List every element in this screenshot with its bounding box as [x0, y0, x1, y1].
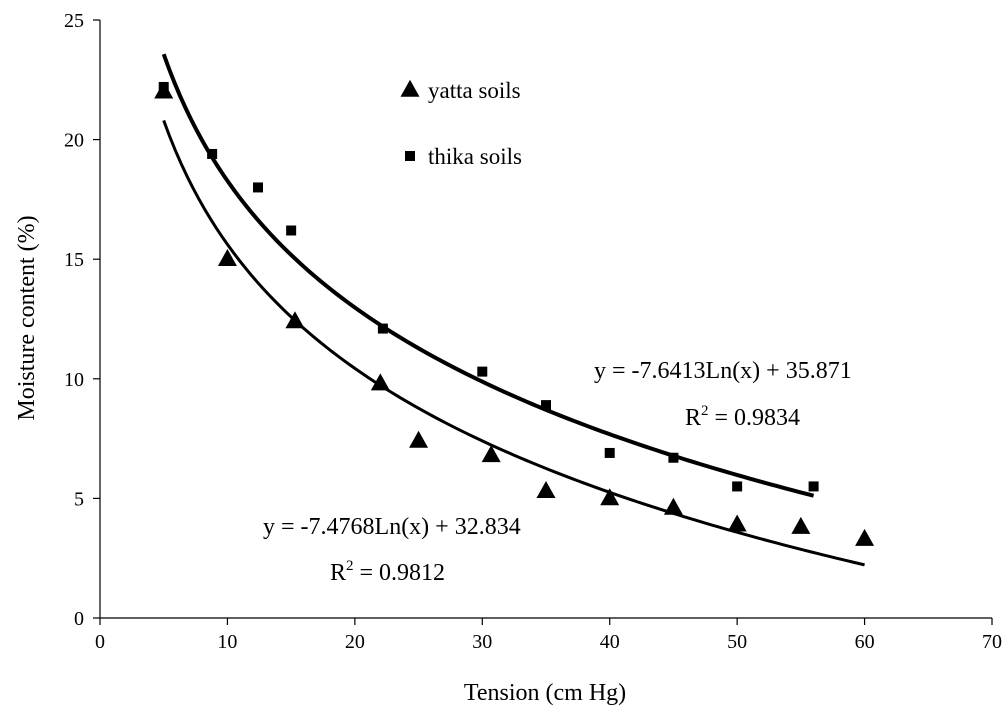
thika-r2-sup: 2 — [701, 403, 709, 419]
yatta-r2-prefix: R — [330, 560, 346, 586]
y-tick-label: 25 — [64, 10, 84, 32]
y-tick-label: 15 — [64, 249, 84, 271]
yatta-trendline — [162, 119, 865, 567]
yatta-data-point — [791, 516, 811, 534]
x-tick-label: 70 — [982, 631, 1002, 653]
yatta-data-point — [285, 311, 305, 329]
thika-data-point — [477, 366, 488, 377]
thika-data-point — [604, 447, 615, 458]
thika-legend-label: thika soils — [428, 144, 522, 169]
thika-legend-marker — [405, 151, 415, 161]
thika-r2-prefix: R — [685, 405, 701, 431]
x-axis-title: Tension (cm Hg) — [464, 680, 626, 706]
y-tick-label: 5 — [74, 488, 84, 510]
yatta-r2-value: = 0.9812 — [354, 560, 446, 586]
thika-data-point — [732, 481, 743, 492]
x-tick-label: 60 — [855, 631, 875, 653]
yatta-data-point — [727, 514, 747, 532]
yatta-data-point — [855, 528, 875, 546]
x-tick-label: 40 — [600, 631, 620, 653]
y-tick-label: 10 — [64, 369, 84, 391]
thika-data-point — [668, 452, 679, 463]
yatta-data-point — [409, 430, 429, 448]
yatta-data-point — [663, 497, 683, 515]
x-tick-label: 20 — [345, 631, 365, 653]
thika-data-point — [541, 400, 551, 411]
thika-data-point — [808, 481, 819, 492]
x-tick-label: 50 — [727, 631, 747, 653]
thika-trend-equation: y = -7.6413Ln(x) + 35.871 — [594, 358, 852, 384]
yatta-data-point — [370, 373, 390, 391]
thika-data-point — [207, 148, 218, 159]
yatta-data-point — [536, 481, 556, 499]
thika-trendline — [161, 53, 815, 498]
yatta-trend-r2: R2 = 0.9812 — [330, 558, 445, 586]
thika-data-point — [158, 81, 169, 92]
yatta-legend-label: yatta soils — [428, 78, 521, 103]
thika-trend-r2: R2 = 0.9834 — [685, 403, 800, 431]
y-tick-label: 0 — [74, 608, 84, 630]
y-tick-label: 20 — [64, 130, 84, 152]
x-tick-label: 10 — [217, 631, 237, 653]
thika-data-point — [377, 323, 388, 334]
y-axis-title: Moisture content (%) — [14, 215, 40, 420]
yatta-data-point — [600, 488, 620, 506]
yatta-data-point — [217, 249, 237, 266]
yatta-legend-marker — [400, 79, 420, 97]
thika-r2-value: = 0.9834 — [709, 405, 801, 431]
yatta-trend-equation: y = -7.4768Ln(x) + 32.834 — [263, 514, 521, 540]
x-tick-label: 0 — [95, 631, 105, 653]
thika-data-point — [286, 225, 297, 236]
thika-data-point — [253, 182, 264, 193]
x-tick-label: 30 — [472, 631, 492, 653]
yatta-data-point — [481, 445, 501, 463]
yatta-r2-sup: 2 — [346, 558, 354, 574]
